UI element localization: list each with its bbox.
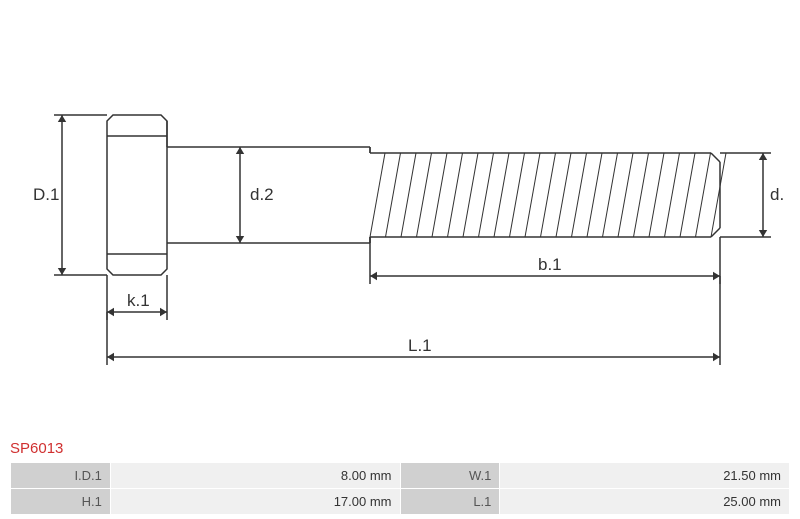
svg-text:d.: d. [770, 185, 784, 204]
dim-label: L.1 [400, 489, 500, 515]
svg-text:D.1: D.1 [33, 185, 59, 204]
part-number: SP6013 [10, 440, 63, 457]
table-row: I.D.1 8.00 mm W.1 21.50 mm [11, 463, 790, 489]
dim-value: 21.50 mm [500, 463, 790, 489]
dim-label: W.1 [400, 463, 500, 489]
dim-value: 17.00 mm [110, 489, 400, 515]
svg-text:k.1: k.1 [127, 291, 150, 310]
dim-label: I.D.1 [11, 463, 111, 489]
svg-text:d.2: d.2 [250, 185, 274, 204]
dim-value: 8.00 mm [110, 463, 400, 489]
table-row: H.1 17.00 mm L.1 25.00 mm [11, 489, 790, 515]
bolt-diagram: D.1 d.2 d. k.1 b.1 L.1 [0, 0, 800, 430]
dim-value: 25.00 mm [500, 489, 790, 515]
svg-text:L.1: L.1 [408, 336, 432, 355]
dim-label: H.1 [11, 489, 111, 515]
diagram-svg: D.1 d.2 d. k.1 b.1 L.1 [0, 0, 800, 430]
svg-text:b.1: b.1 [538, 255, 562, 274]
dimension-table: I.D.1 8.00 mm W.1 21.50 mm H.1 17.00 mm … [10, 462, 790, 515]
